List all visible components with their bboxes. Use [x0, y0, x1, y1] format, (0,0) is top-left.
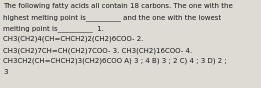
Text: 3: 3 [3, 69, 8, 75]
Text: CH3(CH2)4(CH=CHCH2)2(CH2)6COO- 2.: CH3(CH2)4(CH=CHCH2)2(CH2)6COO- 2. [3, 36, 143, 43]
Text: The following fatty acids all contain 18 carbons. The one with the: The following fatty acids all contain 18… [3, 3, 233, 9]
Text: CH3CH2(CH=CHCH2)3(CH2)6COO A) 3 ; 4 B) 3 ; 2 C) 4 ; 3 D) 2 ;: CH3CH2(CH=CHCH2)3(CH2)6COO A) 3 ; 4 B) 3… [3, 58, 227, 65]
Text: CH3(CH2)7CH=CH(CH2)7COO- 3. CH3(CH2)16COO- 4.: CH3(CH2)7CH=CH(CH2)7COO- 3. CH3(CH2)16CO… [3, 47, 192, 54]
Text: highest melting point is__________ and the one with the lowest: highest melting point is__________ and t… [3, 14, 221, 21]
Text: melting point is__________  1.: melting point is__________ 1. [3, 25, 104, 32]
